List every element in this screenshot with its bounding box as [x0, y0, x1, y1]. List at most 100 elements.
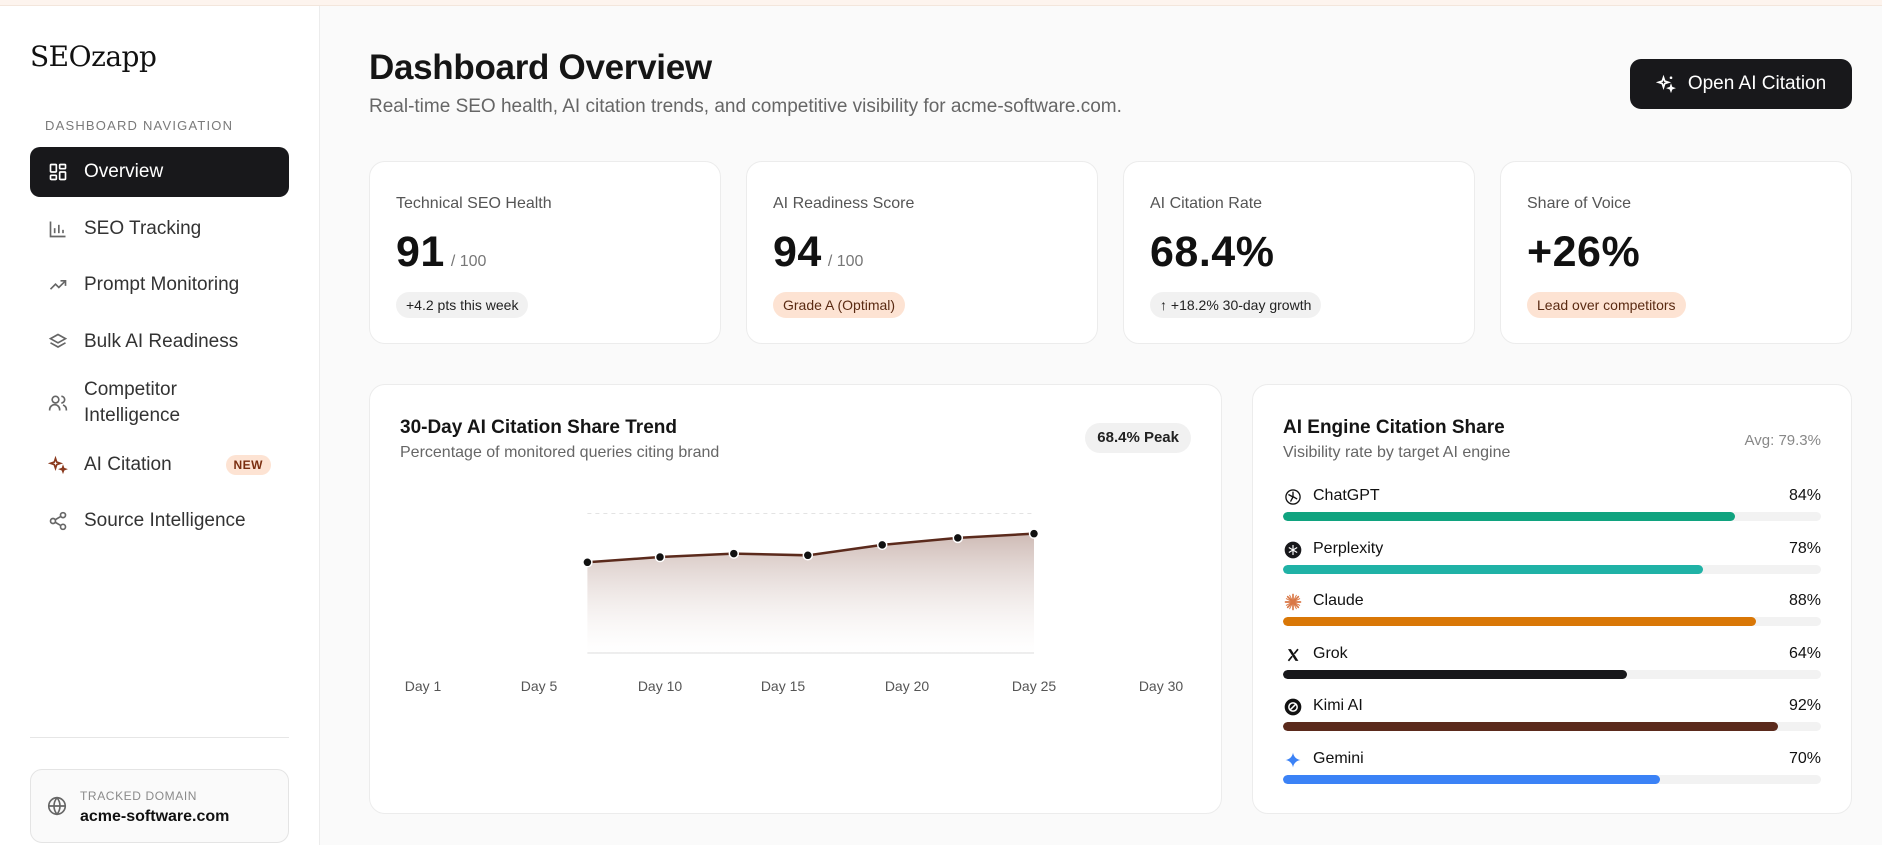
x-tick-label: Day 30 [1139, 678, 1184, 694]
layers-icon [47, 331, 69, 353]
engine-name: Grok [1313, 644, 1348, 662]
sidebar: SEOzapp DASHBOARD NAVIGATION Overview SE… [0, 6, 320, 845]
engine-bar-fill [1283, 564, 1703, 574]
engine-percent: 64% [1788, 644, 1821, 662]
kpi-card-technical-seo-health: Technical SEO Health 91/ 100 +4.2 pts th… [369, 161, 721, 344]
sidebar-item-overview[interactable]: Overview [30, 147, 289, 197]
engine-row-gemini: Gemini 70% [1283, 748, 1821, 788]
kpi-card-ai-readiness-score: AI Readiness Score 94/ 100 Grade A (Opti… [746, 161, 1098, 344]
x-tick-label: Day 5 [521, 678, 558, 694]
engine-bar-track [1283, 512, 1821, 521]
sidebar-item-seo-tracking[interactable]: SEO Tracking [30, 204, 289, 254]
engine-row-kimi-ai: Kimi AI 92% [1283, 695, 1821, 735]
cta-label: Open AI Citation [1687, 73, 1827, 94]
kpi-value: 68.4% [1150, 228, 1275, 276]
x-tick-label: Day 20 [885, 678, 930, 694]
engine-name: Perplexity [1313, 539, 1384, 557]
engine-bar-fill [1283, 617, 1757, 626]
trend-area [587, 533, 1034, 653]
engine-percent: 92% [1788, 697, 1821, 714]
app-logo[interactable]: SEOzapp [30, 40, 157, 73]
open-ai-citation-button[interactable]: Open AI Citation [1630, 59, 1852, 109]
kpi-unit: / 100 [827, 253, 864, 270]
sidebar-item-prompt-monitoring[interactable]: Prompt Monitoring [30, 260, 289, 310]
engine-share-panel: AI Engine Citation Share Visibility rate… [1252, 384, 1852, 814]
trending-up-icon [47, 274, 69, 296]
perplexity-icon [1283, 540, 1303, 560]
kpi-card-share-of-voice: Share of Voice +26% Lead over competitor… [1500, 161, 1852, 344]
kpi-label: Technical SEO Health [396, 195, 552, 212]
kpi-pill: Grade A (Optimal) [773, 292, 906, 318]
sidebar-item-label: Source Intelligence [84, 510, 246, 531]
trend-point[interactable] [876, 539, 888, 551]
trend-chart-panel: 30-Day AI Citation Share Trend Percentag… [369, 384, 1222, 814]
sidebar-item-label: Overview [84, 161, 164, 182]
page-title: Dashboard Overview [369, 48, 712, 87]
engine-name: Claude [1313, 592, 1364, 609]
engine-row-claude: Claude 88% [1283, 590, 1821, 630]
x-tick-label: Day 25 [1012, 678, 1057, 694]
x-tick-label: Day 15 [761, 678, 806, 694]
sidebar-item-label: AI Citation [84, 453, 172, 475]
bar-chart-icon [47, 218, 69, 240]
sidebar-item-ai-citation[interactable]: AI Citation NEW [30, 440, 289, 490]
x-tick-label: Day 10 [638, 678, 683, 694]
engine-row-grok: Grok 64% [1283, 643, 1821, 683]
sidebar-item-label: Bulk AI Readiness [84, 330, 239, 352]
engine-bar-track [1283, 722, 1821, 731]
engine-percent: 78% [1788, 539, 1821, 557]
tracked-domain-value: acme-software.com [80, 808, 230, 825]
engine-bar-track [1283, 669, 1821, 679]
trend-point[interactable] [952, 532, 964, 544]
trend-point[interactable] [654, 551, 666, 563]
kpi-value: +26% [1527, 228, 1641, 276]
sidebar-nav: Overview SEO Tracking Prompt Monitoring … [30, 147, 289, 553]
engine-name: Gemini [1313, 749, 1364, 767]
sidebar-item-label: SEO Tracking [84, 217, 202, 239]
engine-bar-track [1283, 774, 1821, 784]
trend-point[interactable] [582, 557, 593, 568]
sidebar-item-label: Competitor Intelligence [84, 379, 181, 426]
sidebar-item-source-intelligence[interactable]: Source Intelligence [30, 496, 289, 546]
kpi-pill: Lead over competitors [1527, 292, 1686, 318]
grid-icon [47, 161, 69, 183]
engine-name: Kimi AI [1313, 697, 1363, 714]
trend-chart: Day 1 Day 5 Day 10 Day 15 Day 20 Day 25 Day 30 [405, 512, 1184, 694]
x-tick-label: Day 1 [405, 678, 442, 694]
gemini-icon [1283, 750, 1303, 770]
openai-icon [1283, 487, 1303, 507]
engine-bar-fill [1283, 669, 1628, 679]
engine-row-chatgpt: ChatGPT 84% [1283, 485, 1821, 525]
sparkles-icon [47, 454, 69, 476]
sidebar-item-bulk-ai-readiness[interactable]: Bulk AI Readiness [30, 317, 289, 367]
claude-icon [1283, 592, 1303, 612]
nav-caption: DASHBOARD NAVIGATION [45, 118, 234, 133]
engine-bar-fill [1283, 722, 1778, 731]
sidebar-divider [30, 737, 289, 738]
engine-bar-track [1283, 564, 1821, 574]
engine-bar-fill [1283, 512, 1735, 521]
kpi-value: 91/ 100 [396, 228, 487, 276]
new-badge: NEW [225, 454, 271, 475]
engine-row-perplexity: Perplexity 78% [1283, 538, 1821, 578]
engine-percent: 88% [1788, 592, 1821, 609]
x-icon [1283, 645, 1303, 665]
top-accent-bar [0, 0, 1882, 6]
kpi-label: AI Citation Rate [1150, 195, 1263, 212]
kpi-unit: / 100 [450, 253, 487, 270]
kimi-icon [1283, 697, 1303, 717]
sidebar-item-competitor-intelligence[interactable]: Competitor Intelligence [30, 373, 289, 433]
trend-point[interactable] [1028, 528, 1040, 539]
tracked-domain-caption: TRACKED DOMAIN [80, 789, 198, 803]
trend-chart-subtitle: Percentage of monitored queries citing b… [400, 444, 720, 461]
trend-point[interactable] [728, 548, 740, 559]
tracked-domain-card[interactable]: TRACKED DOMAIN acme-software.com [30, 769, 289, 843]
sparkles-icon [1655, 74, 1676, 94]
engine-share-title: AI Engine Citation Share [1283, 417, 1505, 438]
kpi-pill: ↑ +18.2% 30-day growth [1150, 292, 1322, 318]
engine-percent: 70% [1788, 749, 1821, 767]
trend-point[interactable] [802, 550, 814, 561]
engine-bar-fill [1283, 774, 1660, 784]
kpi-label: Share of Voice [1527, 195, 1632, 212]
page-subtitle: Real-time SEO health, AI citation trends… [369, 96, 1122, 117]
